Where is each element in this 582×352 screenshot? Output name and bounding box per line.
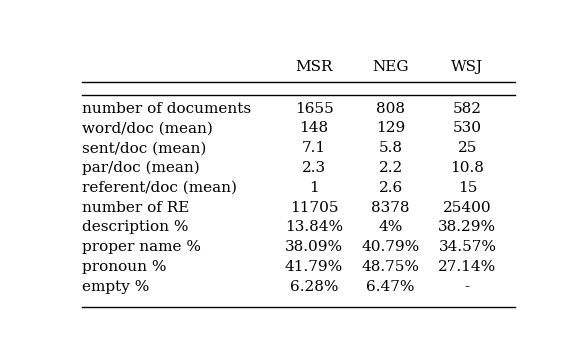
Text: 148: 148 [300,121,329,136]
Text: 7.1: 7.1 [302,141,326,155]
Text: number of documents: number of documents [81,102,251,116]
Text: 38.29%: 38.29% [438,220,496,234]
Text: 48.75%: 48.75% [362,260,420,274]
Text: 27.14%: 27.14% [438,260,496,274]
Text: 808: 808 [376,102,405,116]
Text: 25: 25 [457,141,477,155]
Text: 6.28%: 6.28% [290,280,338,294]
Text: 582: 582 [453,102,482,116]
Text: proper name %: proper name % [81,240,201,254]
Text: sent/doc (mean): sent/doc (mean) [81,141,206,155]
Text: 11705: 11705 [290,201,338,215]
Text: description %: description % [81,220,188,234]
Text: 530: 530 [453,121,482,136]
Text: 10.8: 10.8 [450,161,484,175]
Text: 2.3: 2.3 [302,161,326,175]
Text: 40.79%: 40.79% [361,240,420,254]
Text: referent/doc (mean): referent/doc (mean) [81,181,237,195]
Text: 129: 129 [376,121,406,136]
Text: 38.09%: 38.09% [285,240,343,254]
Text: 13.84%: 13.84% [285,220,343,234]
Text: word/doc (mean): word/doc (mean) [81,121,212,136]
Text: 6.47%: 6.47% [367,280,415,294]
Text: WSJ: WSJ [452,59,484,74]
Text: 2.6: 2.6 [379,181,403,195]
Text: 1655: 1655 [294,102,333,116]
Text: 5.8: 5.8 [379,141,403,155]
Text: empty %: empty % [81,280,149,294]
Text: 2.2: 2.2 [379,161,403,175]
Text: -: - [465,280,470,294]
Text: NEG: NEG [372,59,409,74]
Text: 4%: 4% [378,220,403,234]
Text: 34.57%: 34.57% [438,240,496,254]
Text: 41.79%: 41.79% [285,260,343,274]
Text: MSR: MSR [295,59,333,74]
Text: number of RE: number of RE [81,201,189,215]
Text: 15: 15 [457,181,477,195]
Text: par/doc (mean): par/doc (mean) [81,161,200,175]
Text: 1: 1 [309,181,319,195]
Text: 25400: 25400 [443,201,492,215]
Text: 8378: 8378 [371,201,410,215]
Text: pronoun %: pronoun % [81,260,166,274]
